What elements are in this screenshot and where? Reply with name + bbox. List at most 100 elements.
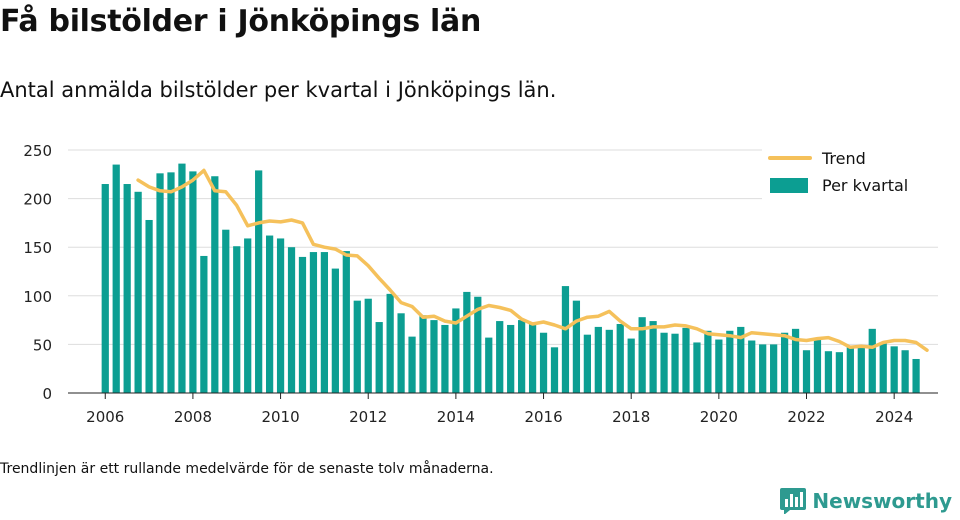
- bar: [518, 320, 526, 393]
- bar: [255, 170, 263, 393]
- bar: [572, 300, 581, 393]
- bar-series: [101, 163, 920, 393]
- bar: [386, 293, 394, 393]
- bar: [178, 163, 186, 393]
- bar: [616, 323, 624, 393]
- bar: [660, 332, 668, 393]
- bar: [419, 315, 427, 393]
- bar: [528, 323, 537, 393]
- bar: [890, 346, 898, 393]
- bar: [298, 256, 307, 393]
- bar: [430, 320, 438, 393]
- bar: [397, 313, 405, 393]
- bar: [649, 321, 657, 393]
- bar: [211, 176, 219, 393]
- x-tick-label: 2014: [437, 408, 475, 426]
- bar: [813, 339, 822, 393]
- bar: [342, 251, 350, 393]
- bar: [780, 332, 789, 393]
- bar: [474, 296, 482, 393]
- footnote: Trendlinjen är ett rullande medelvärde f…: [0, 461, 494, 477]
- bar: [726, 330, 734, 393]
- bar: [879, 342, 887, 393]
- bar: [561, 286, 570, 393]
- bar: [583, 334, 591, 393]
- bar: [485, 337, 493, 393]
- x-tick-label: 2020: [700, 408, 738, 426]
- bar: [200, 255, 208, 393]
- bar: [244, 238, 252, 393]
- bar: [539, 332, 548, 393]
- bar: [835, 352, 844, 393]
- legend-bar-swatch: [770, 178, 808, 193]
- bar: [167, 172, 175, 393]
- bar: [715, 339, 723, 393]
- bar: [353, 300, 361, 393]
- bar: [233, 246, 241, 393]
- x-tick-label: 2012: [349, 408, 387, 426]
- bar: [748, 340, 756, 393]
- bar: [408, 336, 416, 393]
- bar: [627, 338, 635, 393]
- bar: [868, 328, 876, 393]
- x-tick-label: 2018: [612, 408, 650, 426]
- bar: [496, 321, 504, 393]
- bar: [276, 238, 285, 393]
- x-tick-label: 2022: [787, 408, 825, 426]
- legend: Trend Per kvartal: [762, 142, 938, 202]
- bar: [145, 219, 153, 393]
- y-tick-label: 200: [23, 191, 52, 209]
- bar: [309, 252, 318, 393]
- x-tick-label: 2006: [86, 408, 124, 426]
- bar: [802, 350, 811, 393]
- bar: [857, 347, 865, 393]
- bar: [452, 308, 460, 393]
- y-tick-label: 250: [23, 142, 52, 160]
- bar: [901, 350, 909, 393]
- x-tick-label: 2010: [261, 408, 299, 426]
- bar: [682, 327, 690, 393]
- bar: [331, 268, 339, 393]
- bar: [287, 247, 296, 393]
- bar: [550, 347, 559, 393]
- bar: [463, 291, 471, 393]
- brand-logo: Newsworthy: [780, 488, 952, 514]
- bar: [134, 191, 142, 393]
- bar: [824, 351, 833, 393]
- bar: [364, 298, 372, 393]
- y-tick-label: 50: [33, 336, 52, 354]
- bar: [693, 342, 701, 393]
- y-tick-label: 0: [42, 385, 52, 403]
- bar: [791, 328, 800, 393]
- y-tick-label: 150: [23, 239, 52, 257]
- bar: [704, 330, 712, 393]
- y-axis-ticks: 0 50 100 150 200 250: [23, 142, 52, 403]
- bar: [638, 317, 646, 393]
- bar-chart-logo-icon: [780, 488, 807, 514]
- bar: [189, 171, 197, 393]
- bar: [912, 358, 920, 393]
- bar: [441, 324, 449, 393]
- x-tick-label: 2008: [174, 408, 212, 426]
- bar: [101, 184, 109, 393]
- bar: [507, 324, 515, 393]
- bar: [770, 344, 778, 393]
- bar: [320, 252, 329, 393]
- bar: [112, 164, 120, 393]
- page-subtitle: Antal anmälda bilstölder per kvartal i J…: [0, 78, 557, 102]
- bar: [737, 326, 745, 393]
- trend-series: [136, 168, 929, 352]
- bar: [594, 326, 602, 393]
- legend-trend-label: Trend: [821, 149, 866, 168]
- x-tick-label: 2024: [875, 408, 913, 426]
- brand-name: Newsworthy: [812, 489, 952, 513]
- y-tick-label: 100: [23, 288, 52, 306]
- bar: [375, 322, 383, 393]
- legend-bar-label: Per kvartal: [822, 176, 908, 195]
- bar: [846, 346, 854, 393]
- x-tick-label: 2016: [524, 408, 562, 426]
- x-axis: 2006 2008 2010 2012 2014 2016 2018 2020 2022 2024: [68, 392, 938, 426]
- bar: [222, 229, 230, 393]
- trend-line: [136, 168, 929, 352]
- page-title: Få bilstölder i Jönköpings län: [0, 4, 482, 39]
